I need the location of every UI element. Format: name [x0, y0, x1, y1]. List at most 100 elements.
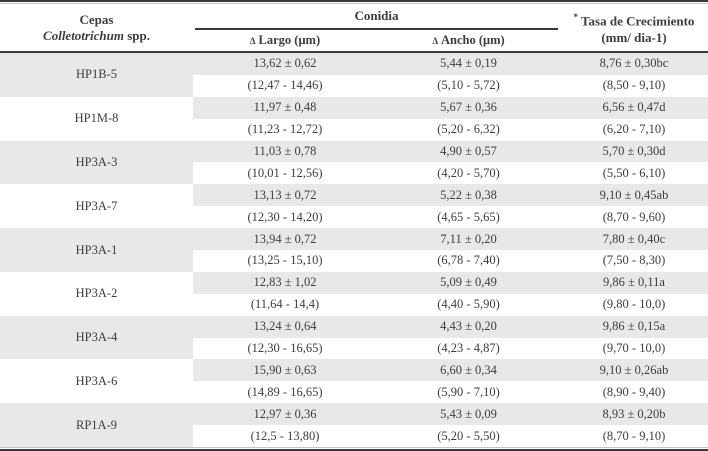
strain-name-cell: HP1M-8: [74, 111, 119, 126]
table-top-rule-thin: [0, 3, 708, 4]
genus-name: Colletotrichum: [43, 27, 124, 43]
largo-mean-cell: 11,97 ± 0,48: [193, 96, 377, 119]
strain-name-cell: HP3A-7: [75, 198, 118, 213]
largo-mean-cell: 13,94 ± 0,72: [193, 228, 377, 251]
conidia-underline: [195, 28, 558, 30]
tasa-mean-cell: 9,86 ± 0,11a: [560, 271, 708, 294]
tasa-range-cell: (9,80 - 10,0): [602, 297, 666, 312]
header-tasa: * Tasa de Crecimiento (mm/ dia-1): [560, 4, 708, 51]
ancho-range-cell: (5,10 - 5,72): [437, 78, 500, 93]
ancho-mean-cell: 5,43 ± 0,09: [377, 403, 560, 426]
largo-range-cell: (13,25 - 15,10): [247, 253, 323, 268]
largo-range-cell: (12,30 - 14,20): [247, 209, 323, 224]
tasa-superscript: *: [573, 12, 579, 23]
largo-mean-cell: 12,83 ± 1,02: [193, 271, 377, 294]
table-row-group: HP1B-5 13,62 ± 0,62 5,44 ± 0,19 8,76 ± 0…: [0, 53, 708, 97]
table-bottom-rule-thin: [0, 447, 708, 449]
strain-name-cell: HP3A-6: [75, 373, 118, 388]
tasa-mean-cell: 8,93 ± 0,20b: [560, 403, 708, 426]
tasa-mean-cell: 6,56 ± 0,47d: [560, 96, 708, 119]
largo-mean-cell: 11,03 ± 0,78: [193, 140, 377, 163]
table-body: HP1B-5 13,62 ± 0,62 5,44 ± 0,19 8,76 ± 0…: [0, 53, 708, 448]
largo-range-cell: (12,47 - 14,46): [247, 78, 323, 93]
ancho-mean-cell: 5,44 ± 0,19: [377, 53, 560, 75]
largo-mean-cell: 12,97 ± 0,36: [193, 403, 377, 426]
table-bottom-rule: [0, 449, 708, 451]
largo-range-cell: (14,89 - 16,65): [247, 384, 323, 399]
largo-range-cell: (12,5 - 13,80): [250, 428, 320, 443]
tasa-range-cell: (7,50 - 8,30): [602, 253, 666, 268]
header-ancho: Δ Ancho (μm): [377, 30, 560, 51]
largo-mean-cell: 13,62 ± 0,62: [193, 53, 377, 75]
ancho-range-cell: (5,90 - 7,10): [437, 384, 500, 399]
tasa-mean-cell: 8,76 ± 0,30bc: [560, 53, 708, 75]
tasa-range-cell: (8,50 - 9,10): [602, 78, 666, 93]
table-top-rule: [0, 0, 708, 2]
ancho-range-cell: (5,20 - 5,50): [437, 428, 500, 443]
ancho-range-cell: (5,20 - 6,32): [437, 122, 500, 137]
ancho-superscript: Δ: [432, 35, 438, 46]
tasa-mean-cell: 7,80 ± 0,40c: [560, 228, 708, 251]
largo-range-cell: (11,64 - 14,4): [250, 297, 320, 312]
tasa-range-cell: (5,50 - 6,10): [602, 165, 666, 180]
header-cepas-line1: Cepas: [79, 11, 114, 27]
largo-mean-cell: 13,24 ± 0,64: [193, 315, 377, 338]
largo-mean-cell: 13,13 ± 0,72: [193, 184, 377, 207]
table-row-group: HP3A-4 13,24 ± 0,64 4,43 ± 0,20 9,86 ± 0…: [0, 315, 708, 360]
ancho-mean-cell: 6,60 ± 0,34: [377, 359, 560, 382]
table-row-group: HP3A-6 15,90 ± 0,63 6,60 ± 0,34 9,10 ± 0…: [0, 359, 708, 403]
table-row-group: HP3A-3 11,03 ± 0,78 4,90 ± 0,57 5,70 ± 0…: [0, 140, 708, 185]
largo-range-cell: (12,30 - 16,65): [247, 341, 323, 356]
largo-superscript: Δ: [249, 35, 256, 46]
header-ancho-label: Ancho (μm): [440, 33, 505, 47]
header-subrow: Δ Largo (μm) Δ Ancho (μm): [193, 30, 560, 51]
ancho-range-cell: (4,23 - 4,87): [437, 341, 500, 356]
ancho-range-cell: (4,40 - 5,90): [437, 297, 500, 312]
ancho-mean-cell: 5,22 ± 0,38: [377, 184, 560, 207]
header-tasa-label: Tasa de Crecimiento: [581, 13, 695, 29]
tasa-mean-cell: 9,10 ± 0,26ab: [560, 359, 708, 382]
tasa-range-cell: (8,70 - 9,60): [602, 209, 666, 224]
ancho-range-cell: (4,20 - 5,70): [437, 165, 500, 180]
largo-range-cell: (11,23 - 12,72): [247, 122, 323, 137]
table-header: Cepas Colletotrichum spp. Conidia Δ Largo…: [0, 4, 708, 51]
header-bottom-rule: [0, 51, 708, 53]
ancho-mean-cell: 5,67 ± 0,36: [377, 96, 560, 119]
header-conidia: Conidia: [354, 8, 399, 23]
strain-name-cell: HP3A-4: [0, 315, 193, 360]
rule-gap: [0, 2, 708, 3]
tasa-mean-cell: 5,70 ± 0,30d: [560, 140, 708, 163]
table-row-group: RP1A-9 12,97 ± 0,36 5,43 ± 0,09 8,93 ± 0…: [0, 403, 708, 448]
largo-mean-cell: 15,90 ± 0,63: [193, 359, 377, 382]
tasa-range-cell: (8,70 - 9,10): [602, 428, 666, 443]
header-largo: Δ Largo (μm): [193, 30, 377, 51]
strain-name-cell: HP3A-1: [0, 228, 193, 272]
header-tasa-line1: * Tasa de Crecimiento: [574, 9, 695, 29]
table-row-group: HP3A-1 13,94 ± 0,72 7,11 ± 0,20 7,80 ± 0…: [0, 228, 708, 272]
header-tasa-line2: (mm/ dia-1): [601, 29, 667, 45]
largo-range-cell: (10,01 - 12,56): [247, 165, 323, 180]
ancho-mean-cell: 4,90 ± 0,57: [377, 140, 560, 163]
header-cepas: Cepas Colletotrichum spp.: [0, 4, 193, 51]
rule-gap: [0, 448, 708, 450]
strain-name-cell: HP3A-3: [0, 140, 193, 185]
ancho-mean-cell: 4,43 ± 0,20: [377, 315, 560, 338]
strain-name-cell: RP1A-9: [0, 403, 193, 448]
table-row-group: HP3A-7 13,13 ± 0,72 5,22 ± 0,38 9,10 ± 0…: [0, 184, 708, 228]
ancho-range-cell: (4,65 - 5,65): [437, 209, 500, 224]
tasa-mean-cell: 9,10 ± 0,45ab: [560, 184, 708, 207]
tasa-range-cell: (8,90 - 9,40): [602, 384, 666, 399]
spp-suffix: spp.: [123, 27, 150, 43]
header-conidia-group: Conidia Δ Largo (μm) Δ Ancho (μm): [193, 4, 560, 51]
tasa-range-cell: (6,20 - 7,10): [602, 122, 666, 137]
ancho-mean-cell: 7,11 ± 0,20: [377, 228, 560, 251]
ancho-mean-cell: 5,09 ± 0,49: [377, 271, 560, 294]
table-row-group: HP3A-2 12,83 ± 1,02 5,09 ± 0,49 9,86 ± 0…: [0, 271, 708, 316]
tasa-range-cell: (9,70 - 10,0): [602, 341, 666, 356]
ancho-range-cell: (6,78 - 7,40): [437, 253, 500, 268]
tasa-mean-cell: 9,86 ± 0,15a: [560, 315, 708, 338]
table-row-group: HP1M-8 11,97 ± 0,48 5,67 ± 0,36 6,56 ± 0…: [0, 96, 708, 141]
strain-name-cell: HP1B-5: [0, 53, 193, 97]
header-cepas-line2: Colletotrichum spp.: [43, 28, 150, 44]
